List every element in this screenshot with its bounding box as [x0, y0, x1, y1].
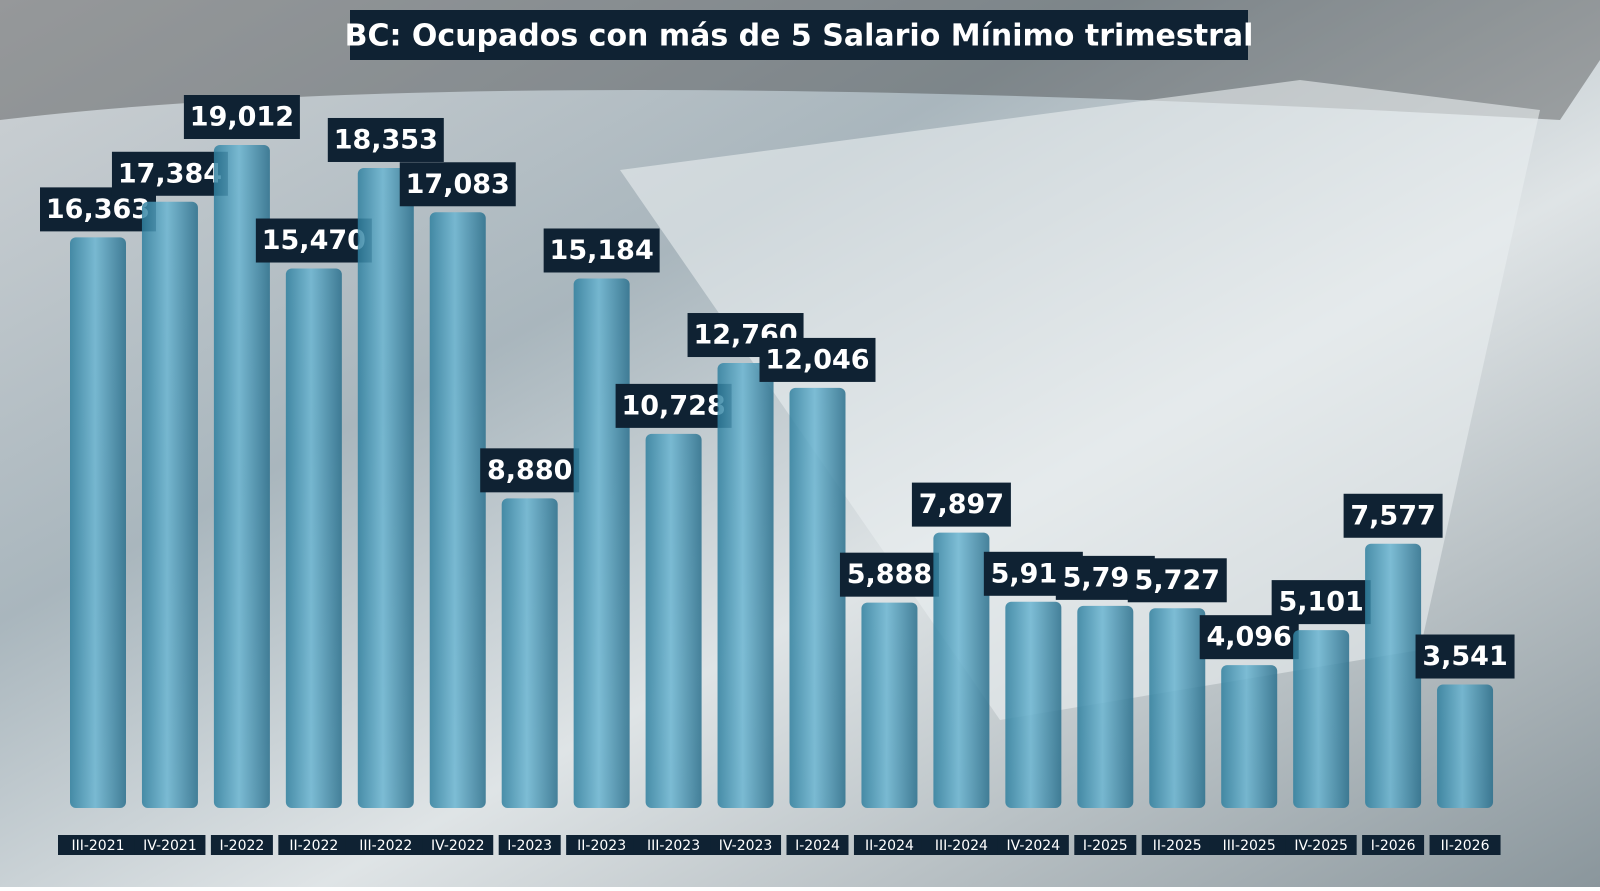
x-tick-box — [58, 835, 138, 855]
x-tick-box — [1074, 835, 1137, 855]
value-label-box — [399, 162, 516, 207]
bar — [429, 212, 486, 808]
bar — [1149, 608, 1206, 808]
value-label-box — [911, 482, 1011, 527]
background-shape — [620, 80, 1540, 720]
value-label-box — [111, 151, 228, 196]
value-label-box — [839, 552, 939, 597]
x-tick-label: II-2025 — [1153, 838, 1202, 854]
x-tick-box — [345, 835, 426, 855]
bar — [1293, 630, 1350, 808]
x-tick-label: III-2022 — [359, 838, 412, 854]
x-tick-label: IV-2023 — [719, 838, 773, 854]
value-label: 17,083 — [406, 169, 510, 200]
x-tick-label: IV-2022 — [431, 838, 485, 854]
value-label: 5,727 — [1135, 565, 1220, 596]
bar — [1437, 684, 1494, 808]
value-label: 7,897 — [919, 489, 1004, 520]
x-tick-label: I-2024 — [795, 838, 840, 854]
x-tick-box — [210, 835, 273, 855]
x-tick-label: IV-2024 — [1007, 838, 1061, 854]
x-tick-box — [997, 835, 1069, 855]
x-tick-box — [786, 835, 849, 855]
value-label-box — [759, 337, 876, 382]
bar — [501, 498, 558, 808]
bar — [933, 532, 990, 808]
x-tick-label: II-2024 — [865, 838, 914, 854]
value-label: 17,384 — [118, 158, 222, 189]
value-label: 16,363 — [46, 194, 150, 225]
bar — [1221, 665, 1278, 808]
x-tick-box — [1429, 835, 1501, 855]
x-tick-label: III-2023 — [647, 838, 700, 854]
x-tick-label: II-2026 — [1441, 838, 1490, 854]
chart-title: BC: Ocupados con más de 5 Salario Mínimo… — [345, 19, 1254, 54]
value-label: 15,470 — [262, 225, 366, 256]
bar — [1005, 601, 1062, 808]
bar — [285, 268, 342, 808]
bar — [789, 387, 846, 808]
value-label: 10,728 — [621, 390, 725, 421]
bar — [70, 237, 126, 808]
value-label: 5,888 — [847, 559, 932, 590]
x-tick-label: IV-2021 — [143, 838, 197, 854]
value-label-box — [255, 218, 372, 263]
value-label: 3,541 — [1422, 641, 1507, 672]
x-tick-label: III-2025 — [1223, 838, 1276, 854]
x-tick-box — [566, 835, 638, 855]
bar — [1077, 605, 1134, 808]
bar — [141, 201, 198, 809]
x-tick-box — [710, 835, 782, 855]
value-label-box — [615, 383, 732, 428]
x-tick-box — [278, 835, 350, 855]
x-tick-label: I-2025 — [1083, 838, 1128, 854]
title-box — [350, 10, 1248, 60]
value-label-box — [1415, 634, 1515, 679]
x-tick-label: III-2024 — [935, 838, 988, 854]
x-tick-box — [1209, 835, 1290, 855]
x-tick-label: III-2021 — [71, 838, 124, 854]
value-label-box — [327, 117, 444, 162]
value-label: 7,577 — [1350, 500, 1435, 531]
bar — [645, 433, 702, 808]
value-label: 19,012 — [190, 102, 294, 133]
x-tick-box — [921, 835, 1002, 855]
x-tick-label: II-2022 — [289, 838, 338, 854]
x-tick-box — [1285, 835, 1357, 855]
x-tick-label: I-2022 — [219, 838, 264, 854]
value-label: 12,046 — [765, 344, 869, 375]
x-tick-label: I-2023 — [507, 838, 552, 854]
x-tick-box — [633, 835, 714, 855]
x-tick-label: IV-2025 — [1294, 838, 1348, 854]
value-label: 15,184 — [550, 235, 654, 266]
value-label-box — [1271, 580, 1371, 625]
bar — [213, 145, 270, 808]
bar — [717, 363, 774, 808]
bar — [357, 167, 414, 809]
x-tick-box — [853, 835, 925, 855]
x-tick-box — [1141, 835, 1213, 855]
value-label: 4,096 — [1206, 622, 1291, 653]
value-label: 8,880 — [487, 455, 572, 486]
value-label: 5,101 — [1278, 587, 1363, 618]
x-tick-box — [1362, 835, 1425, 855]
value-label-box — [543, 228, 660, 273]
x-tick-label: II-2023 — [577, 838, 626, 854]
value-label-box — [1343, 493, 1443, 538]
x-tick-box — [498, 835, 561, 855]
value-label-box — [1127, 558, 1227, 603]
value-label-box — [183, 95, 300, 139]
bar — [861, 602, 918, 808]
x-tick-label: I-2026 — [1371, 838, 1416, 854]
value-label: 18,353 — [334, 124, 438, 155]
bar — [573, 278, 630, 808]
x-tick-box — [422, 835, 494, 855]
x-tick-box — [134, 835, 206, 855]
value-label-box — [480, 448, 580, 493]
bar — [1365, 543, 1422, 808]
